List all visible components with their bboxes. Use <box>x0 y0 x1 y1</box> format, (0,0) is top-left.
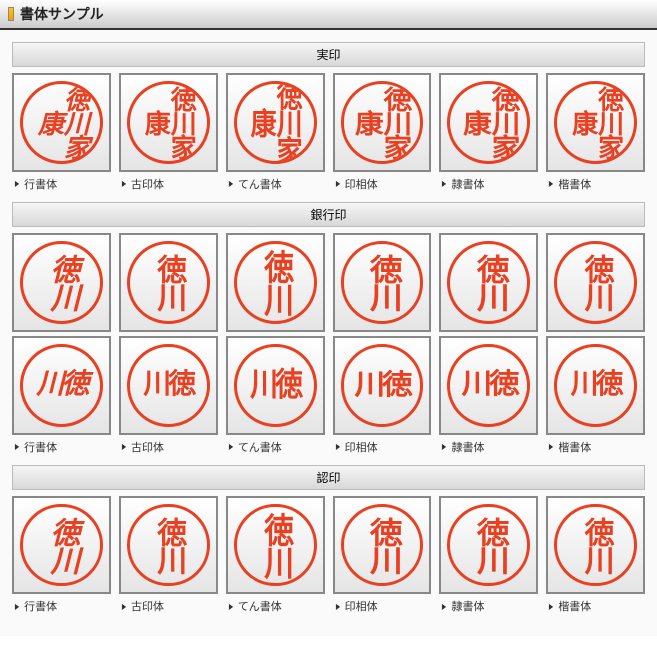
seal-grid-ginkouin-1: 徳川 徳川 徳川 徳川 徳川 徳川 <box>12 233 645 332</box>
page-title: 書体サンプル <box>20 4 104 24</box>
seal-item: 川徳 <box>546 336 645 435</box>
font-label: 楷書体 <box>546 598 645 614</box>
font-label: 楷書体 <box>546 176 645 192</box>
font-label: てん書体 <box>226 176 325 192</box>
font-label: 古印体 <box>119 176 218 192</box>
section-header-ginkouin: 銀行印 <box>12 202 645 227</box>
seal-item: 川徳 <box>12 336 111 435</box>
seal-item: 徳川家康 <box>12 73 111 172</box>
font-label: 隷書体 <box>439 439 538 455</box>
font-label: 印相体 <box>333 439 432 455</box>
font-label: 印相体 <box>333 176 432 192</box>
seal-item: 徳川家康 <box>439 73 538 172</box>
font-label: 古印体 <box>119 439 218 455</box>
font-label: 行書体 <box>12 439 111 455</box>
seal-item: 徳川家康 <box>333 73 432 172</box>
seal-item: 徳川 <box>226 233 325 332</box>
font-label: 楷書体 <box>546 439 645 455</box>
seal-item: 徳川家康 <box>546 73 645 172</box>
font-label: 隷書体 <box>439 176 538 192</box>
label-row-ginkouin: 行書体 古印体 てん書体 印相体 隷書体 楷書体 <box>12 439 645 455</box>
seal-grid-mitomein: 徳川 徳川 徳川 徳川 徳川 徳川 <box>12 496 645 595</box>
seal-item: 徳川 <box>439 496 538 595</box>
seal-item: 徳川 <box>333 496 432 595</box>
seal-item: 徳川家康 <box>119 73 218 172</box>
seal-grid-ginkouin-2: 川徳 川徳 川徳 川徳 川徳 川徳 <box>12 336 645 435</box>
font-label: 隷書体 <box>439 598 538 614</box>
seal-item: 川徳 <box>119 336 218 435</box>
font-label: 古印体 <box>119 598 218 614</box>
seal-item: 徳川 <box>546 496 645 595</box>
label-row-jitsuin: 行書体 古印体 てん書体 印相体 隷書体 楷書体 <box>12 176 645 192</box>
section-header-mitomein: 認印 <box>12 465 645 490</box>
seal-item: 徳川 <box>333 233 432 332</box>
seal-grid-jitsuin: 徳川家康 徳川家康 徳川家康 徳川家康 徳川家康 徳川家康 <box>12 73 645 172</box>
seal-item: 徳川 <box>12 496 111 595</box>
seal-item: 川徳 <box>226 336 325 435</box>
font-label: 印相体 <box>333 598 432 614</box>
font-label: てん書体 <box>226 598 325 614</box>
header-icon <box>8 7 14 21</box>
label-row-mitomein: 行書体 古印体 てん書体 印相体 隷書体 楷書体 <box>12 598 645 614</box>
seal-item: 徳川 <box>546 233 645 332</box>
font-label: 行書体 <box>12 176 111 192</box>
seal-item: 川徳 <box>439 336 538 435</box>
seal-item: 徳川家康 <box>226 73 325 172</box>
header-bar: 書体サンプル <box>0 0 657 30</box>
seal-item: 徳川 <box>226 496 325 595</box>
seal-item: 徳川 <box>119 233 218 332</box>
font-label: 行書体 <box>12 598 111 614</box>
seal-item: 川徳 <box>333 336 432 435</box>
seal-item: 徳川 <box>119 496 218 595</box>
section-header-jitsuin: 実印 <box>12 42 645 67</box>
seal-item: 徳川 <box>12 233 111 332</box>
font-label: てん書体 <box>226 439 325 455</box>
seal-item: 徳川 <box>439 233 538 332</box>
content-area: 実印 徳川家康 徳川家康 徳川家康 徳川家康 徳川家康 徳川家康 行書体 古印体… <box>0 30 657 636</box>
